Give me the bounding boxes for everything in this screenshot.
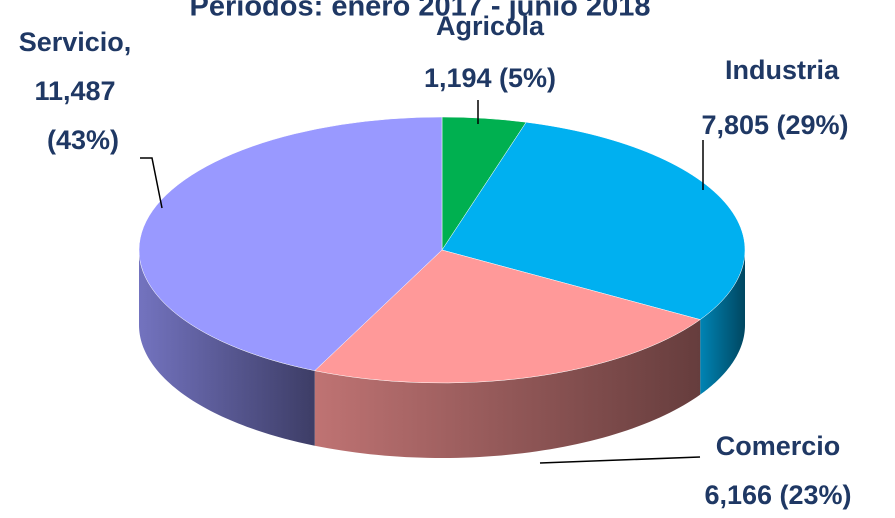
- pie-side: [314, 319, 701, 458]
- pie: [138, 116, 746, 458]
- leader-line: [539, 456, 701, 464]
- value-label: 7,805 (29%): [701, 110, 848, 140]
- chart-title: Periodos: enero 2017 - junio 2018: [190, 0, 651, 23]
- pie-slice: [138, 116, 443, 371]
- leader-line: [140, 157, 163, 209]
- pie-slice: [314, 249, 701, 384]
- category-label: Industria: [725, 55, 840, 85]
- category-label: Comercio: [716, 431, 841, 461]
- value-label: 1,194 (5%): [424, 63, 556, 93]
- value-label: 6,166 (23%): [704, 480, 851, 510]
- pie-side: [139, 250, 315, 446]
- value-label: 11,487 (43%): [34, 76, 119, 155]
- category-label: Servicio,: [19, 27, 132, 57]
- category-label: Agricola: [436, 11, 545, 41]
